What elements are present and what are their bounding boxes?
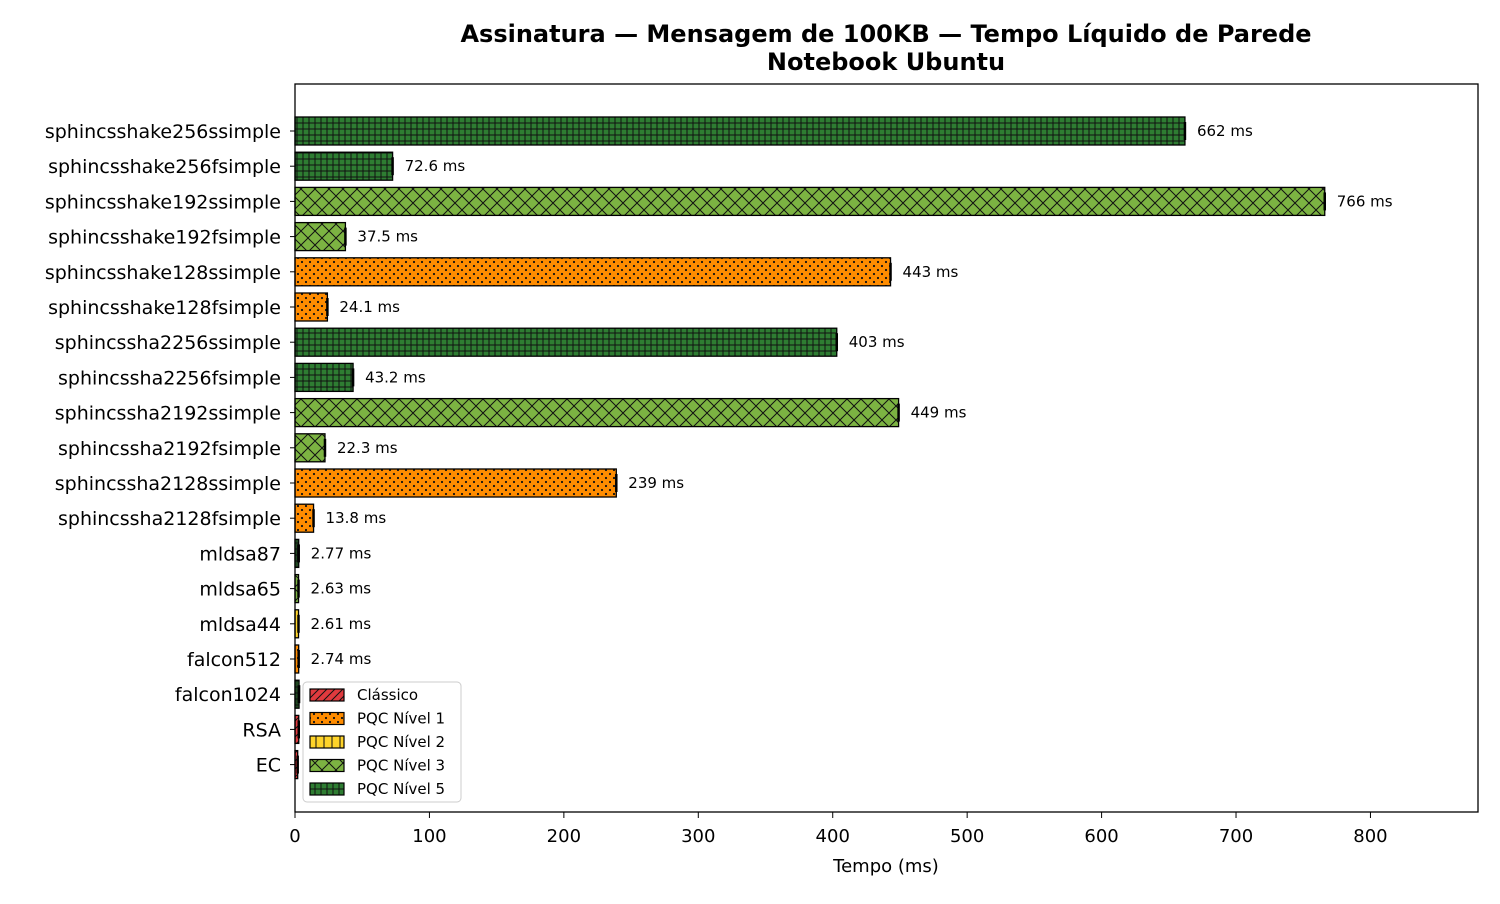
bar-sphincsshake192fsimple	[294, 221, 347, 252]
value-label: 403 ms	[849, 333, 905, 351]
value-labels-layer: 662 ms 72.6 ms 766 ms 37.5 ms 443 ms 24.1 ms 4…	[311, 122, 1393, 668]
value-label: 239 ms	[628, 474, 684, 492]
legend: Clássico PQC Nível 1 PQC Nível 2 PQC Nível …	[302, 681, 462, 803]
value-label: 766 ms	[1337, 192, 1393, 210]
chart-subtitle: Notebook Ubuntu	[767, 48, 1005, 76]
y-tick-label: mldsa44	[199, 614, 281, 636]
x-tick-label: 700	[1219, 826, 1253, 847]
bar-sphincssha2128fsimple	[294, 503, 315, 533]
bar-sphincssha2192fsimple	[294, 433, 326, 463]
legend-swatch	[309, 735, 345, 749]
y-tick-label: sphincssha2128fsimple	[58, 508, 281, 530]
legend-swatch	[309, 758, 345, 773]
value-label: 43.2 ms	[365, 368, 426, 386]
bars-layer	[294, 116, 1326, 780]
legend-swatch	[309, 688, 345, 702]
value-label: 24.1 ms	[339, 298, 400, 316]
bar-sphincsshake128ssimple	[294, 257, 892, 287]
x-tick-label: 0	[289, 826, 300, 847]
y-tick-label: sphincsshake192ssimple	[45, 191, 281, 213]
value-label: 22.3 ms	[337, 439, 398, 457]
x-tick-label: 200	[547, 826, 581, 847]
y-axis: sphincsshake256ssimple sphincsshake256fsi…	[45, 121, 295, 777]
bar-sphincssha2192ssimple	[294, 397, 900, 428]
value-label: 13.8 ms	[326, 509, 387, 527]
y-tick-label: sphincssha2256ssimple	[55, 332, 281, 354]
value-label: 37.5 ms	[357, 228, 418, 246]
value-label: 72.6 ms	[405, 157, 466, 175]
value-label: 2.77 ms	[311, 544, 372, 562]
legend-label: Clássico	[357, 686, 418, 704]
chart-title: Assinatura — Mensagem de 100KB — Tempo L…	[460, 20, 1311, 48]
x-tick-label: 600	[1084, 826, 1118, 847]
y-tick-label: sphincsshake256ssimple	[45, 121, 281, 143]
legend-swatch	[309, 782, 345, 796]
legend-label: PQC Nível 5	[357, 780, 445, 798]
y-tick-label: sphincsshake256fsimple	[48, 156, 281, 178]
y-tick-label: sphincssha2192ssimple	[55, 403, 281, 425]
value-label: 443 ms	[903, 263, 959, 281]
plot-frame	[294, 83, 1479, 813]
legend-label: PQC Nível 2	[357, 733, 445, 751]
y-tick-label: mldsa65	[199, 579, 281, 601]
y-tick-label: sphincsshake128fsimple	[48, 297, 281, 319]
value-label: 2.61 ms	[311, 615, 372, 633]
bar-sphincssha2256ssimple	[294, 327, 838, 357]
legend-label: PQC Nível 3	[357, 757, 445, 775]
bar-sphincssha2128ssimple	[294, 468, 617, 498]
bar-sphincsshake128fsimple	[294, 292, 329, 322]
x-tick-label: 300	[681, 826, 715, 847]
x-tick-label: 800	[1353, 826, 1387, 847]
y-tick-label: falcon1024	[175, 684, 281, 706]
x-tick-label: 500	[950, 826, 984, 847]
x-tick-label: 100	[412, 826, 446, 847]
value-label: 449 ms	[911, 404, 967, 422]
y-tick-label: sphincssha2256fsimple	[58, 367, 281, 389]
bar-sphincssha2256fsimple	[294, 362, 354, 393]
y-tick-label: sphincssha2192fsimple	[58, 438, 281, 460]
y-tick-label: RSA	[242, 719, 281, 741]
y-tick-label: sphincssha2128ssimple	[55, 473, 281, 495]
x-tick-label: 400	[816, 826, 850, 847]
x-axis: 0 100 200 300 400 500 600 700 800	[289, 812, 1388, 847]
value-label: 2.63 ms	[311, 580, 372, 598]
y-tick-label: EC	[256, 755, 281, 777]
value-label: 662 ms	[1197, 122, 1253, 140]
y-tick-label: mldsa87	[199, 543, 281, 565]
legend-swatch	[309, 711, 345, 726]
bar-sphincsshake192ssimple	[294, 186, 1326, 217]
x-axis-label: Tempo (ms)	[832, 856, 939, 877]
value-label: 2.74 ms	[311, 650, 372, 668]
y-tick-label: sphincsshake192fsimple	[48, 227, 281, 249]
bar-sphincsshake256fsimple	[294, 151, 394, 181]
y-tick-label: falcon512	[187, 649, 281, 671]
y-tick-label: sphincsshake128ssimple	[45, 262, 281, 284]
bar-sphincsshake256ssimple	[294, 116, 1186, 146]
legend-label: PQC Nível 1	[357, 710, 445, 728]
